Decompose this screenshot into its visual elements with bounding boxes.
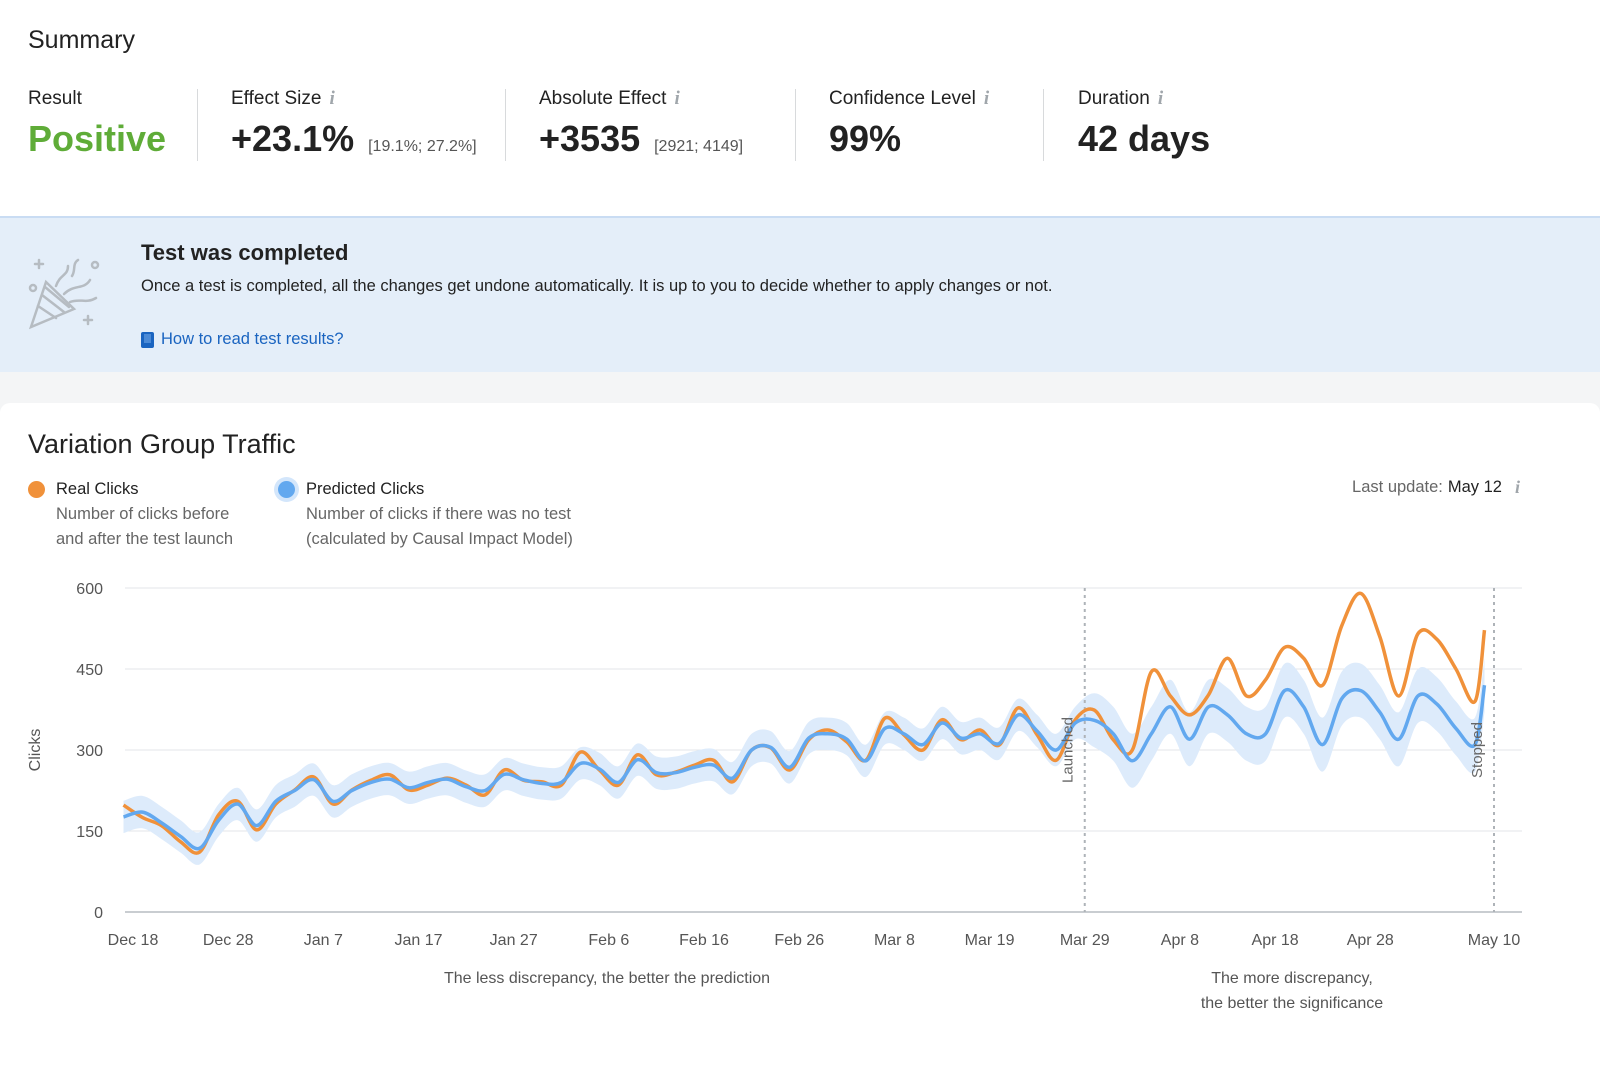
legend-desc: and after the test launch bbox=[56, 530, 234, 548]
metric-value: +3535 bbox=[539, 118, 641, 159]
metric-label: Absolute Effect bbox=[539, 88, 667, 109]
legend-desc: Number of clicks before bbox=[56, 505, 230, 523]
prediction-interval-band bbox=[123, 658, 1485, 865]
divider bbox=[795, 89, 796, 161]
marker-label: Launched bbox=[1060, 717, 1077, 783]
legend-real-clicks[interactable]: Real Clicks Number of clicks before and … bbox=[28, 477, 234, 552]
orange-dot-icon bbox=[28, 481, 45, 498]
summary-title: Summary bbox=[28, 26, 135, 54]
x-tick-label: Jan 7 bbox=[304, 932, 343, 949]
series-line-predicted bbox=[122, 684, 1487, 851]
x-tick-label: Dec 18 bbox=[108, 932, 159, 949]
info-icon[interactable]: i bbox=[1157, 88, 1164, 109]
info-icon[interactable]: i bbox=[674, 88, 680, 109]
summary-section: Summary Result Positive Effect Size i +23… bbox=[0, 0, 1600, 216]
x-tick-label: Mar 19 bbox=[965, 932, 1015, 949]
legend-name: Real Clicks bbox=[56, 480, 139, 498]
x-tick-label: Apr 18 bbox=[1252, 932, 1299, 949]
legend-name: Predicted Clicks bbox=[306, 480, 425, 498]
divider bbox=[505, 89, 506, 161]
y-tick-label: 0 bbox=[94, 905, 103, 922]
test-completed-banner: Test was completed Once a test is comple… bbox=[0, 216, 1600, 372]
metric-interval: [2921; 4149] bbox=[654, 138, 744, 155]
y-tick-label: 300 bbox=[76, 743, 103, 760]
party-popper-icon bbox=[28, 258, 100, 330]
legend-desc: (calculated by Causal Impact Model) bbox=[306, 530, 573, 548]
info-icon[interactable]: i bbox=[329, 88, 335, 109]
metric-value: 99% bbox=[829, 118, 902, 159]
metric-label: Result bbox=[28, 88, 82, 109]
divider bbox=[197, 89, 198, 161]
x-tick-label: Mar 8 bbox=[874, 932, 915, 949]
y-tick-label: 150 bbox=[76, 824, 103, 841]
banner-title: Test was completed bbox=[141, 240, 349, 265]
card-title: Variation Group Traffic bbox=[28, 429, 296, 459]
info-icon[interactable]: i bbox=[983, 88, 990, 109]
marker-label: Stopped bbox=[1469, 722, 1486, 778]
y-tick-label: 450 bbox=[76, 662, 103, 679]
x-tick-label: Feb 26 bbox=[774, 932, 824, 949]
last-update: Last update: May 12 i bbox=[1352, 477, 1520, 498]
metric-value: 42 days bbox=[1078, 118, 1211, 159]
x-tick-label: Dec 28 bbox=[203, 932, 254, 949]
how-to-read-results-link[interactable]: How to read test results? bbox=[141, 330, 344, 349]
metric-confidence-level: Confidence Level i 99% bbox=[829, 88, 989, 162]
divider bbox=[1043, 89, 1044, 161]
x-tick-label: Jan 17 bbox=[395, 932, 443, 949]
note-right: the better the significance bbox=[1201, 995, 1383, 1012]
link-label: How to read test results? bbox=[161, 330, 344, 348]
legend-predicted-clicks[interactable]: Predicted Clicks Number of clicks if the… bbox=[278, 477, 573, 552]
y-axis-label: Clicks bbox=[27, 729, 44, 772]
legend-desc: Number of clicks if there was no test bbox=[306, 505, 572, 523]
x-tick-label: Mar 29 bbox=[1060, 932, 1110, 949]
metric-absolute-effect: Absolute Effect i +3535 [2921; 4149] bbox=[539, 88, 743, 162]
x-tick-label: Apr 8 bbox=[1161, 932, 1199, 949]
metric-label: Confidence Level bbox=[829, 88, 976, 109]
y-tick-label: 600 bbox=[76, 581, 103, 598]
banner-text: Once a test is completed, all the change… bbox=[141, 277, 1053, 295]
metric-duration: Duration i 42 days bbox=[1078, 88, 1210, 162]
metric-result: Result Positive bbox=[28, 88, 166, 162]
book-icon bbox=[141, 331, 154, 348]
metric-effect-size: Effect Size i +23.1% [19.1%; 27.2%] bbox=[231, 88, 477, 162]
note-right: The more discrepancy, bbox=[1211, 970, 1373, 987]
metric-label: Duration bbox=[1078, 88, 1150, 109]
x-tick-label: May 10 bbox=[1468, 932, 1521, 949]
x-tick-label: Apr 28 bbox=[1347, 932, 1394, 949]
x-tick-label: Feb 16 bbox=[679, 932, 729, 949]
metric-value: +23.1% bbox=[231, 118, 355, 159]
last-update-label: Last update: bbox=[1352, 478, 1443, 496]
result-value: Positive bbox=[28, 118, 167, 159]
metric-interval: [19.1%; 27.2%] bbox=[368, 138, 477, 155]
last-update-value: May 12 bbox=[1447, 478, 1502, 496]
note-left: The less discrepancy, the better the pre… bbox=[444, 970, 770, 987]
metric-label: Effect Size bbox=[231, 88, 322, 109]
x-tick-label: Feb 6 bbox=[588, 932, 629, 949]
blue-dot-icon bbox=[278, 481, 295, 498]
x-tick-label: Jan 27 bbox=[490, 932, 538, 949]
info-icon[interactable]: i bbox=[1514, 477, 1520, 497]
